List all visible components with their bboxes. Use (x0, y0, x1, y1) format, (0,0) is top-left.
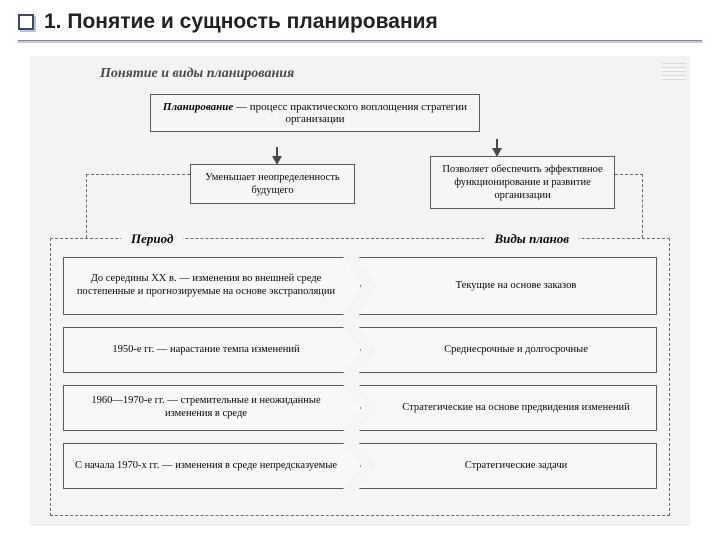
dashed-connector (615, 174, 643, 175)
column-header-period: Период (121, 231, 183, 247)
diagram-subtitle: Понятие и виды планирования (100, 66, 294, 82)
table-row: 1950-е гг. — нарастание темпа изменений … (63, 327, 657, 373)
column-header-plans: Виды планов (484, 231, 579, 247)
period-cell: С начала 1970-х гг. — изменения в среде … (63, 443, 361, 489)
slide-title: 1. Понятие и сущность планирования (44, 10, 438, 34)
slide-title-bar: 1. Понятие и сущность планирования (0, 0, 720, 38)
definition-text: — процесс практического воплощения страт… (233, 101, 467, 125)
dashed-connector (642, 174, 643, 238)
title-bullet-icon (18, 14, 34, 30)
table-row: До середины XX в. — изменения во внешней… (63, 257, 657, 315)
period-cell: 1960—1970-е гг. — стремительные и неожид… (63, 385, 361, 431)
plan-cell: Стратегические задачи (359, 443, 657, 489)
definition-term: Планирование (163, 101, 233, 113)
table-row: С начала 1970-х гг. — изменения в среде … (63, 443, 657, 489)
dashed-connector (86, 174, 190, 175)
dashed-connector (86, 174, 87, 238)
diagram-area: Понятие и виды планирования Планирование… (30, 56, 690, 526)
plan-cell: Стратегические на основе предвидения изм… (359, 385, 657, 431)
periods-frame: Период Виды планов До середины XX в. — и… (50, 238, 670, 516)
definition-box: Планирование — процесс практического воп… (150, 94, 480, 132)
effect-box-right: Позволяет обеспечить эффективное функцио… (430, 156, 615, 209)
plan-cell: Среднесрочные и долгосрочные (359, 327, 657, 373)
scan-artifact-icon (662, 60, 686, 80)
effect-box-left: Уменьшает неопределенность будущего (190, 164, 355, 204)
period-cell: 1950-е гг. — нарастание темпа изменений (63, 327, 361, 373)
plan-cell: Текущие на основе заказов (359, 257, 657, 315)
table-row: 1960—1970-е гг. — стремительные и неожид… (63, 385, 657, 431)
period-cell: До середины XX в. — изменения во внешней… (63, 257, 361, 315)
title-underline (18, 40, 702, 43)
